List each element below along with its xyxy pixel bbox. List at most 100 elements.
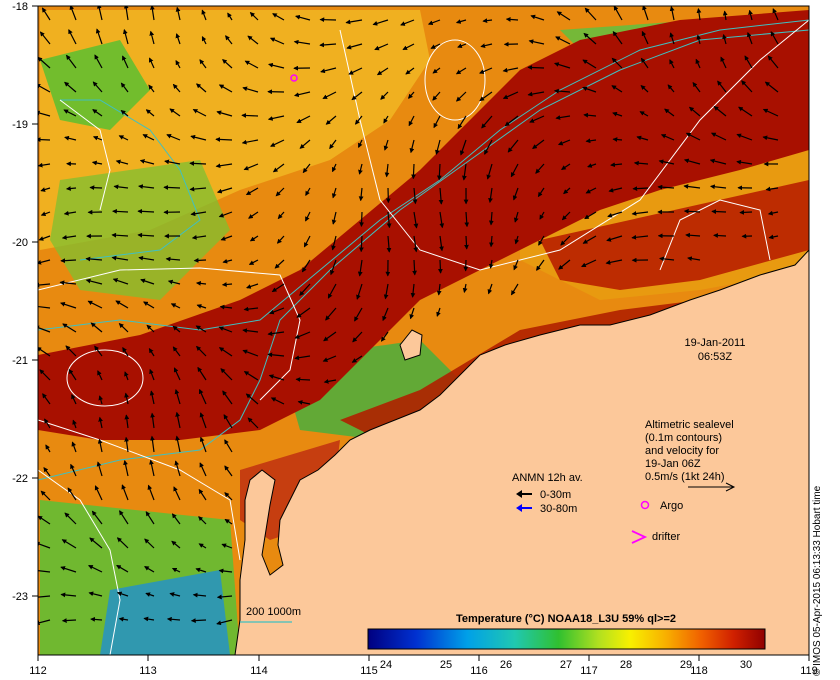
x-tick-label: 119 (800, 665, 818, 677)
velocity-arrow (165, 256, 181, 262)
velocity-arrow (115, 159, 129, 165)
svg-text:19-Jan 06Z: 19-Jan 06Z (645, 458, 701, 470)
velocity-arrow (439, 235, 444, 252)
velocity-arrow (639, 111, 649, 117)
velocity-arrow (323, 331, 337, 342)
anmn-shallow-label: 0-30m (540, 489, 571, 501)
colorbar-tick: 26 (500, 659, 512, 671)
velocity-arrow (532, 139, 545, 149)
velocity-arrow (166, 616, 181, 622)
velocity-arrow (738, 106, 753, 117)
velocity-arrow (98, 395, 104, 405)
velocity-arrow (384, 163, 390, 178)
velocity-arrow (607, 211, 623, 218)
velocity-arrow (722, 10, 728, 21)
velocity-arrow (166, 133, 181, 141)
velocity-arrow (267, 115, 285, 121)
velocity-arrow (94, 345, 103, 357)
velocity-arrow (720, 56, 727, 69)
velocity-arrow (94, 485, 103, 501)
velocity-arrow (218, 84, 233, 93)
velocity-arrow (120, 82, 129, 93)
velocity-arrow (191, 235, 207, 240)
velocity-arrow (380, 91, 389, 100)
velocity-arrow (305, 211, 311, 222)
svg-text:0.5m/s (1kt 24h): 0.5m/s (1kt 24h) (645, 471, 724, 483)
velocity-arrow (587, 163, 597, 168)
velocity-arrow (196, 83, 207, 93)
velocity-arrow (272, 163, 285, 173)
velocity-arrow (736, 133, 753, 141)
timestamp-time: 06:53Z (698, 351, 733, 363)
velocity-arrow (189, 186, 207, 192)
velocity-arrow (245, 393, 259, 405)
velocity-arrow (149, 390, 155, 405)
velocity-arrow (192, 592, 207, 598)
velocity-arrow (323, 379, 337, 384)
velocity-arrow (383, 139, 389, 151)
velocity-arrow (38, 594, 51, 600)
velocity-arrow (746, 31, 753, 45)
svg-text:Altimetric sealevel: Altimetric sealevel (645, 419, 734, 431)
velocity-arrow (581, 259, 597, 268)
velocity-arrow (97, 370, 103, 381)
velocity-arrow (527, 91, 545, 97)
velocity-arrow (201, 9, 207, 21)
velocity-arrow (504, 115, 519, 127)
velocity-arrow (98, 416, 103, 429)
x-tick-label: 112 (29, 665, 47, 677)
y-tick-label: -20 (12, 237, 28, 249)
velocity-arrow (90, 617, 103, 622)
velocity-arrow (85, 256, 103, 262)
velocity-arrow (582, 59, 597, 69)
y-tick-label: -21 (12, 355, 28, 367)
velocity-arrow (45, 444, 51, 453)
velocity-arrow (144, 538, 155, 549)
velocity-arrow (687, 256, 701, 261)
velocity-arrow (358, 187, 364, 202)
velocity-arrow (221, 543, 233, 549)
velocity-arrow (611, 85, 623, 93)
colorbar-tick: 29 (680, 659, 692, 671)
velocity-arrow (172, 325, 181, 333)
drifter-legend-label: drifter (652, 531, 680, 543)
x-tick-label: 118 (690, 665, 708, 677)
velocity-arrow (243, 306, 259, 312)
velocity-arrow (669, 32, 675, 45)
velocity-arrow (175, 411, 181, 429)
velocity-arrow (409, 307, 415, 320)
velocity-arrow (38, 56, 51, 69)
velocity-arrow (137, 208, 155, 214)
velocity-arrow (196, 281, 207, 286)
velocity-arrow (60, 566, 77, 573)
velocity-arrow (123, 459, 129, 477)
velocity-arrow (150, 412, 155, 429)
velocity-arrow (163, 185, 181, 190)
velocity-arrow (61, 539, 77, 549)
velocity-arrow (294, 331, 311, 339)
velocity-arrow (303, 235, 311, 248)
velocity-arrow (486, 163, 493, 180)
bathymetry-legend-label: 200 1000m (246, 606, 301, 618)
velocity-arrow (351, 91, 363, 101)
velocity-arrow (38, 619, 51, 626)
velocity-arrow (664, 108, 675, 117)
velocity-arrow (502, 91, 519, 99)
velocity-arrow (38, 235, 51, 241)
velocity-arrow (352, 331, 363, 343)
velocity-arrow (71, 441, 77, 453)
velocity-arrow (149, 30, 155, 45)
velocity-arrow (68, 29, 77, 45)
velocity-arrow (169, 108, 181, 117)
velocity-arrow (124, 414, 130, 429)
velocity-arrow (583, 112, 597, 118)
velocity-arrow (144, 566, 155, 573)
velocity-arrow (539, 211, 545, 220)
x-tick-label: 114 (250, 665, 268, 677)
velocity-arrow (484, 139, 493, 155)
velocity-arrow (768, 234, 779, 240)
velocity-arrow (72, 419, 77, 429)
velocity-arrow (685, 132, 701, 141)
velocity-arrow (354, 307, 363, 322)
drifter-legend-marker (631, 530, 648, 544)
